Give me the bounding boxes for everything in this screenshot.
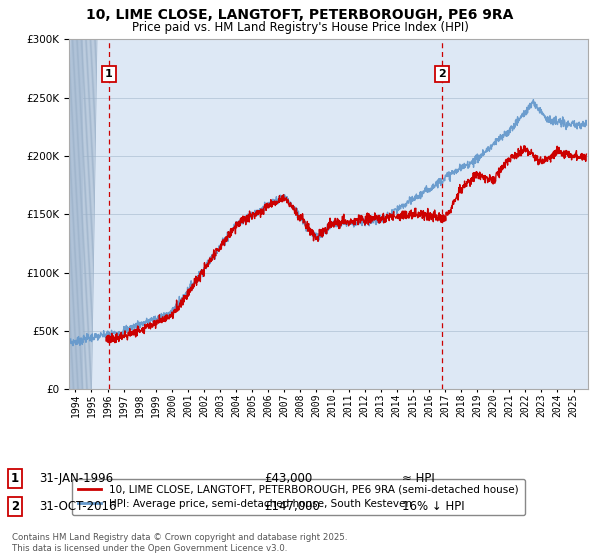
Text: 10, LIME CLOSE, LANGTOFT, PETERBOROUGH, PE6 9RA: 10, LIME CLOSE, LANGTOFT, PETERBOROUGH, …	[86, 8, 514, 22]
Text: 1: 1	[105, 69, 113, 79]
Text: Price paid vs. HM Land Registry's House Price Index (HPI): Price paid vs. HM Land Registry's House …	[131, 21, 469, 34]
Bar	[69, 39, 83, 389]
Text: 16% ↓ HPI: 16% ↓ HPI	[402, 500, 464, 514]
Text: 2: 2	[11, 500, 19, 514]
Text: Contains HM Land Registry data © Crown copyright and database right 2025.
This d: Contains HM Land Registry data © Crown c…	[12, 533, 347, 553]
Text: £43,000: £43,000	[264, 472, 312, 486]
Legend: 10, LIME CLOSE, LANGTOFT, PETERBOROUGH, PE6 9RA (semi-detached house), HPI: Aver: 10, LIME CLOSE, LANGTOFT, PETERBOROUGH, …	[71, 479, 525, 515]
Text: 1: 1	[11, 472, 19, 486]
Text: 2: 2	[439, 69, 446, 79]
Text: 31-OCT-2016: 31-OCT-2016	[39, 500, 116, 514]
Text: 31-JAN-1996: 31-JAN-1996	[39, 472, 113, 486]
Text: ≈ HPI: ≈ HPI	[402, 472, 435, 486]
Text: £147,000: £147,000	[264, 500, 320, 514]
